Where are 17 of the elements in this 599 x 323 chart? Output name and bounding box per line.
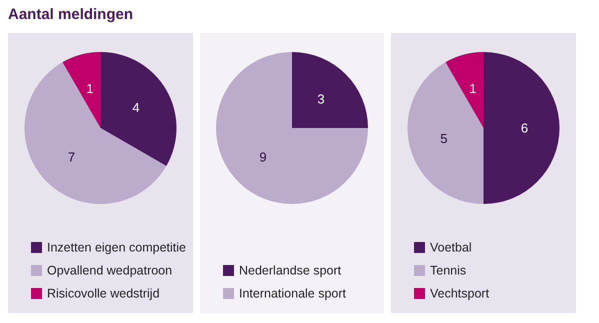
legend-label: Internationale sport bbox=[239, 286, 347, 300]
data-label: 1 bbox=[469, 80, 477, 96]
legend-label: Inzetten eigen competitie bbox=[47, 240, 186, 254]
legend-label: Nederlandse sport bbox=[239, 264, 342, 278]
data-label: 5 bbox=[440, 131, 448, 146]
legend-label: Vechtsport bbox=[430, 286, 490, 300]
data-label: 3 bbox=[317, 92, 325, 107]
data-label: 1 bbox=[86, 80, 94, 96]
data-label: 6 bbox=[520, 120, 528, 136]
data-label: 9 bbox=[259, 149, 267, 164]
chart-title: Aantal meldingen bbox=[8, 6, 134, 23]
legend-label: Tennis bbox=[430, 264, 466, 278]
legend-label: Voetbal bbox=[430, 240, 472, 254]
legend-label: Risicovolle wedstrijd bbox=[47, 286, 160, 300]
data-label: 7 bbox=[68, 149, 76, 164]
legend-label: Opvallend wedpatroon bbox=[47, 264, 172, 278]
data-label: 4 bbox=[132, 100, 140, 115]
